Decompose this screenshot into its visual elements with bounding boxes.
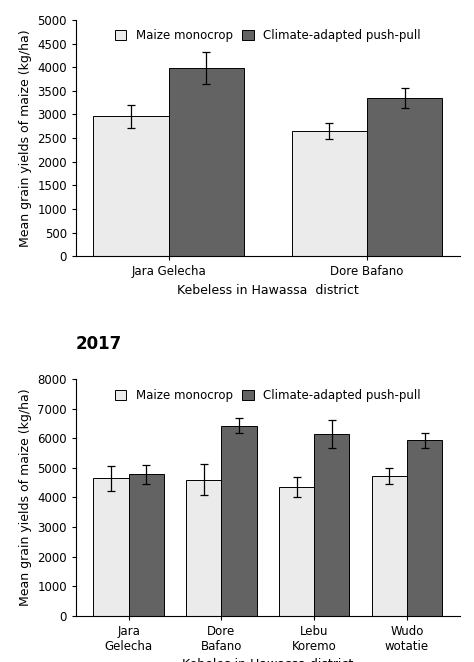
Bar: [367, 98, 442, 256]
Bar: [186, 480, 221, 616]
Bar: [407, 440, 442, 616]
Bar: [128, 475, 164, 616]
Bar: [93, 117, 169, 256]
Y-axis label: Mean grain yields of maize (kg/ha): Mean grain yields of maize (kg/ha): [18, 29, 32, 247]
Legend: Maize monocrop, Climate-adapted push-pull: Maize monocrop, Climate-adapted push-pul…: [111, 26, 425, 46]
X-axis label: Kebeless in Hawassa  district: Kebeless in Hawassa district: [177, 284, 359, 297]
Bar: [221, 426, 256, 616]
Bar: [292, 132, 367, 256]
Bar: [279, 487, 314, 616]
Text: 2017: 2017: [76, 335, 122, 353]
Y-axis label: Mean grain yields of maize (kg/ha): Mean grain yields of maize (kg/ha): [18, 389, 32, 606]
Bar: [93, 478, 128, 616]
X-axis label: Kebeles in Hawassa district: Kebeles in Hawassa district: [182, 658, 354, 662]
Bar: [169, 68, 244, 256]
Bar: [372, 476, 407, 616]
Legend: Maize monocrop, Climate-adapted push-pull: Maize monocrop, Climate-adapted push-pul…: [111, 385, 425, 405]
Bar: [314, 434, 349, 616]
